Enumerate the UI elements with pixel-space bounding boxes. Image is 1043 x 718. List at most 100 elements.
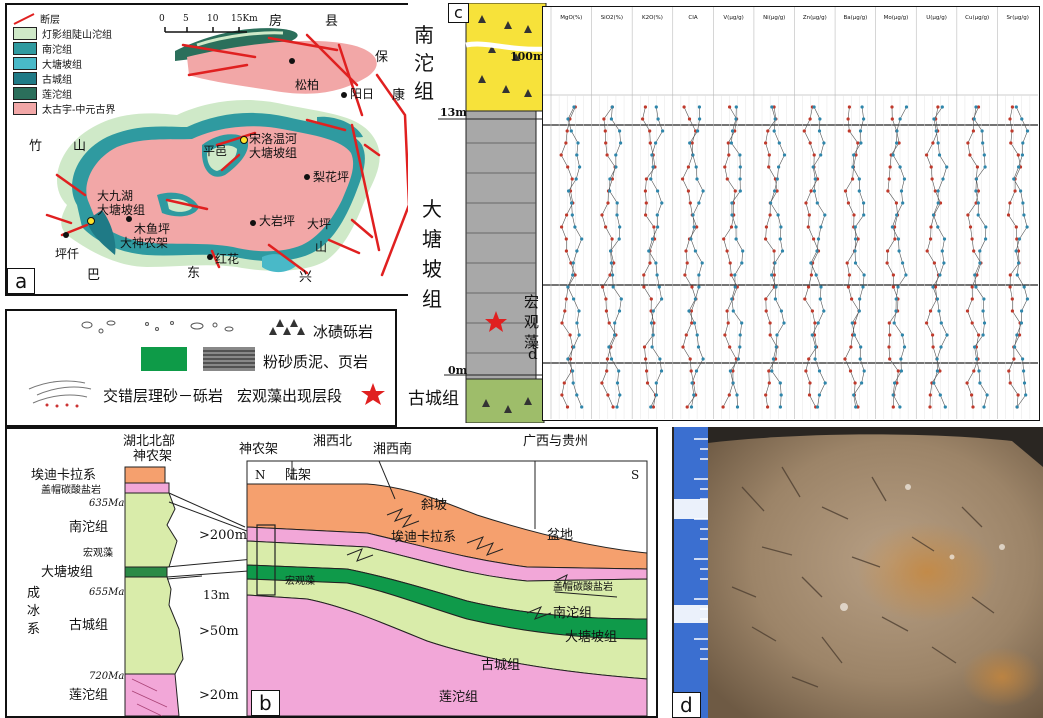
- profile-header-label: Ni(μg/g): [763, 15, 785, 21]
- profile-point: [685, 405, 689, 409]
- profile-point: [939, 321, 943, 325]
- profile-point: [846, 201, 850, 205]
- profile-point: [812, 105, 816, 109]
- profile-header-label: SiO2(%): [601, 15, 623, 21]
- zone-basin: 盆地: [547, 528, 574, 543]
- profile-point: [975, 165, 979, 169]
- place-dong: 东: [187, 266, 201, 281]
- profile-point: [1014, 249, 1018, 253]
- profile-point: [974, 189, 978, 193]
- profile-point: [982, 297, 986, 301]
- profile-point: [698, 117, 702, 121]
- profile-point: [766, 405, 770, 409]
- profile-point: [929, 225, 933, 229]
- place-bao: 保: [375, 50, 389, 65]
- profile-point: [650, 153, 654, 157]
- profile-point: [764, 297, 768, 301]
- profile-point: [819, 153, 823, 157]
- profile-point: [982, 405, 986, 409]
- macro-guan: 观: [524, 313, 540, 331]
- profile-point: [981, 333, 985, 337]
- profile-point: [615, 213, 619, 217]
- profile-point: [772, 105, 776, 109]
- profile-point: [853, 249, 857, 253]
- profile-point: [725, 177, 729, 181]
- sec-datangpo: 大塘坡组: [565, 630, 618, 645]
- profile-point: [572, 345, 576, 349]
- fossil-photo: [672, 427, 1043, 718]
- profile-point: [564, 297, 568, 301]
- legend-liantuo: 莲沱组: [13, 86, 72, 101]
- profile-point: [932, 381, 936, 385]
- profile-point: [733, 189, 737, 193]
- profile-point: [571, 261, 575, 265]
- profile-point: [649, 405, 653, 409]
- profile-point: [686, 189, 690, 193]
- legend-svg: [28, 319, 385, 408]
- profile-point: [896, 369, 900, 373]
- profile-point: [652, 321, 656, 325]
- profile-point: [575, 321, 579, 325]
- profile-point: [982, 321, 987, 325]
- profile-trace: [1013, 106, 1028, 408]
- profile-point: [721, 405, 725, 409]
- strat-tuo: 沱: [414, 51, 434, 75]
- profile-point: [899, 369, 903, 373]
- profile-point: [885, 261, 889, 265]
- profile-point: [695, 225, 699, 229]
- profile-point: [773, 261, 777, 265]
- profile-point: [651, 165, 655, 169]
- legend-nantuo: 南沱组: [13, 41, 72, 56]
- profile-point: [1016, 393, 1020, 397]
- profile-point: [728, 261, 732, 265]
- profile-point: [601, 285, 605, 289]
- profile-point: [974, 285, 978, 289]
- profile-point: [738, 177, 742, 181]
- profile-point: [651, 405, 655, 409]
- profile-point: [901, 201, 905, 205]
- profile-point: [1015, 237, 1019, 241]
- profile-point: [862, 369, 866, 373]
- profile-point: [562, 381, 566, 385]
- profile-point: [644, 177, 648, 181]
- place-zhu: 竹: [29, 139, 43, 154]
- profile-point: [694, 165, 698, 169]
- head-shennongjia: 神农架: [239, 442, 279, 457]
- profile-point: [683, 273, 687, 277]
- profile-point: [895, 213, 899, 217]
- profile-point: [896, 285, 900, 289]
- profile-point: [897, 141, 901, 145]
- profile-point: [813, 321, 817, 325]
- scale-0: 0: [159, 14, 165, 24]
- profile-point: [932, 261, 936, 265]
- profile-point: [560, 321, 564, 325]
- profile-point: [559, 153, 563, 157]
- profile-point: [809, 273, 813, 277]
- profile-point: [901, 261, 905, 265]
- profile-point: [899, 189, 904, 193]
- profile-star: [485, 311, 507, 332]
- depth-100: 100m: [510, 50, 545, 63]
- profile-point: [689, 237, 693, 241]
- place-kang: 康: [392, 88, 406, 103]
- profile-point: [854, 237, 858, 241]
- profile-header-label: CIA: [688, 15, 697, 21]
- profile-point: [935, 369, 939, 373]
- profile-point: [728, 345, 732, 349]
- profile-point: [859, 345, 863, 349]
- profile-point: [691, 213, 695, 217]
- profile-point: [605, 369, 609, 373]
- profile-point: [767, 381, 771, 385]
- place-muyuping: 木鱼坪: [134, 222, 171, 236]
- profile-point: [604, 297, 608, 301]
- profile-point: [741, 249, 745, 253]
- profile-point: [1007, 369, 1011, 373]
- profile-point: [661, 129, 665, 133]
- profile-point: [862, 117, 866, 121]
- profile-point: [651, 309, 655, 313]
- profile-point: [972, 249, 976, 253]
- profile-point: [565, 405, 570, 409]
- profile-point: [978, 261, 982, 265]
- profile-point: [970, 393, 974, 397]
- profile-point: [1020, 117, 1024, 121]
